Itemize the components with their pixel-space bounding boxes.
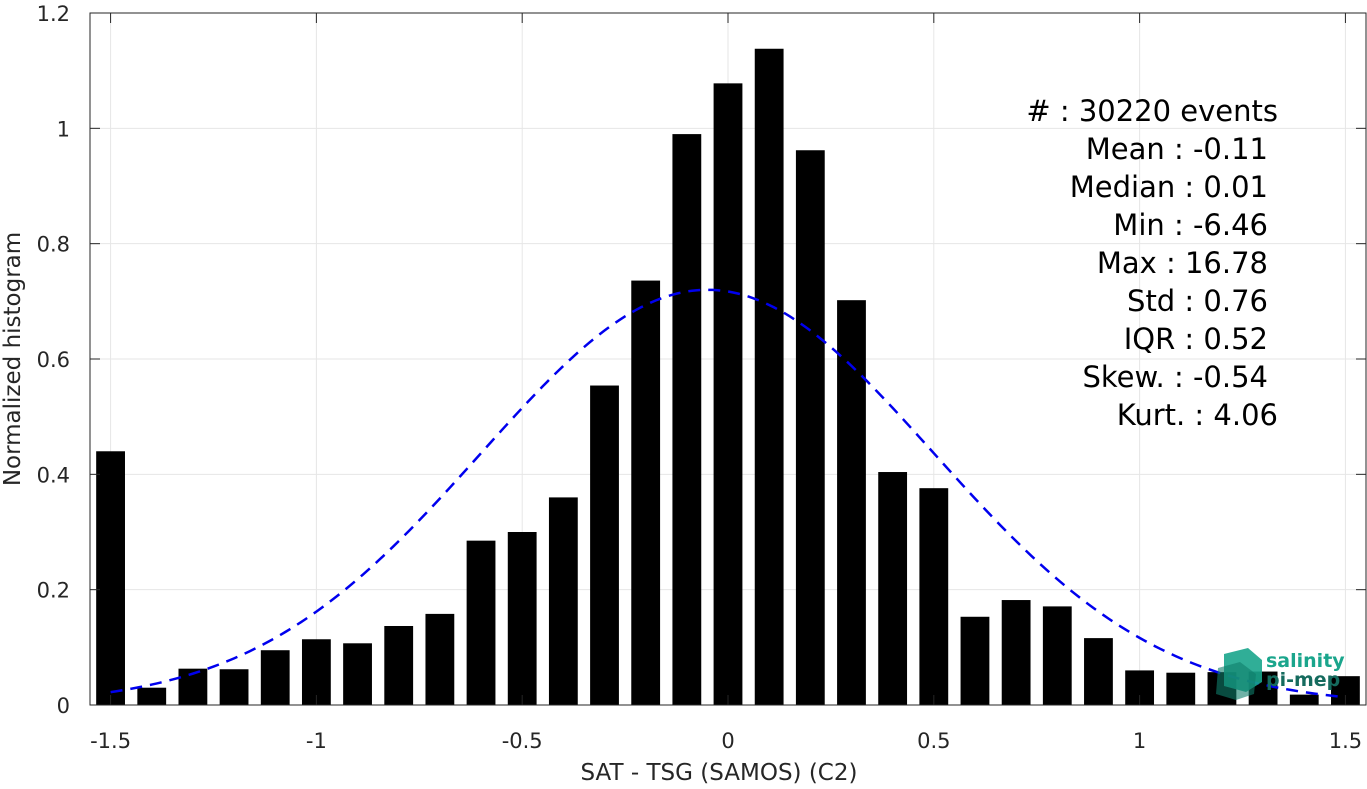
wave-logo-icon: [1216, 648, 1262, 700]
histogram-bar: [219, 669, 249, 705]
histogram-bar: [1166, 672, 1196, 705]
y-tick-label: 0: [57, 694, 70, 718]
histogram-bar: [1042, 606, 1072, 705]
y-axis-label: Normalized histogram: [0, 232, 26, 486]
histogram-bar: [754, 48, 784, 705]
histogram-bar: [425, 613, 455, 705]
histogram-bar: [466, 540, 496, 705]
histogram-bar: [1289, 694, 1319, 705]
bars-layer: [96, 48, 1360, 706]
histogram-bar: [795, 150, 825, 705]
histogram-bar: [837, 300, 866, 705]
histogram-bar: [1084, 638, 1113, 705]
histogram-bar: [713, 83, 743, 705]
x-tick-label: 0.5: [917, 729, 950, 753]
stats-line: Skew. : -0.54: [1082, 360, 1268, 394]
histogram-bar: [919, 488, 949, 705]
y-tick-label: 0.6: [37, 348, 70, 372]
stats-line: Kurt. : 4.06: [1117, 398, 1278, 432]
y-tick-label: 0.2: [37, 579, 70, 603]
histogram-bar: [301, 639, 331, 705]
histogram-bar: [137, 687, 167, 705]
stats-line: # : 30220 events: [1026, 94, 1278, 128]
logo-text-pi-mep: pi-mep: [1266, 669, 1340, 691]
salinity-pi-mep-logo: salinity pi-mep: [1216, 648, 1345, 700]
histogram-bar: [590, 385, 619, 705]
histogram-bar: [96, 451, 125, 705]
x-tick-label: 1.5: [1329, 729, 1362, 753]
x-axis-ticks: -1.5 -1 -0.5 0 0.5 1 1.5: [90, 13, 1362, 753]
stats-line: Std : 0.76: [1127, 284, 1268, 318]
histogram-bar: [343, 643, 372, 705]
histogram-bar: [1001, 600, 1031, 705]
stats-box: # : 30220 events Mean : -0.11 Median : 0.0…: [1026, 94, 1278, 432]
y-tick-label: 1: [57, 117, 70, 141]
y-axis-ticks: 0 0.2 0.4 0.6 0.8 1 1.2: [37, 2, 1366, 718]
y-tick-label: 1.2: [37, 2, 70, 26]
x-tick-label: -0.5: [502, 729, 543, 753]
histogram-bar: [672, 134, 702, 706]
histogram-bar: [384, 625, 414, 705]
histogram-bar: [960, 616, 990, 705]
stats-line: Median : 0.01: [1070, 170, 1268, 204]
x-tick-label: 0: [721, 729, 734, 753]
stats-line: Min : -6.46: [1113, 208, 1268, 242]
histogram-bar: [631, 280, 661, 705]
histogram-bar: [260, 650, 290, 705]
y-tick-label: 0.4: [37, 463, 70, 487]
histogram-bar: [878, 472, 908, 705]
stats-line: Mean : -0.11: [1086, 132, 1268, 166]
x-axis-label: SAT - TSG (SAMOS) (C2): [581, 760, 858, 785]
x-tick-label: -1: [306, 729, 327, 753]
stats-line: Max : 16.78: [1097, 246, 1268, 280]
stats-line: IQR : 0.52: [1124, 322, 1268, 356]
logo-text-salinity: salinity: [1266, 650, 1345, 672]
histogram-bar: [507, 532, 537, 705]
x-tick-label: 1: [1133, 729, 1146, 753]
y-tick-label: 0.8: [37, 233, 70, 257]
x-tick-label: -1.5: [90, 729, 131, 753]
histogram-bar: [548, 497, 578, 705]
gaussian-fit-curve: [110, 288, 1346, 699]
